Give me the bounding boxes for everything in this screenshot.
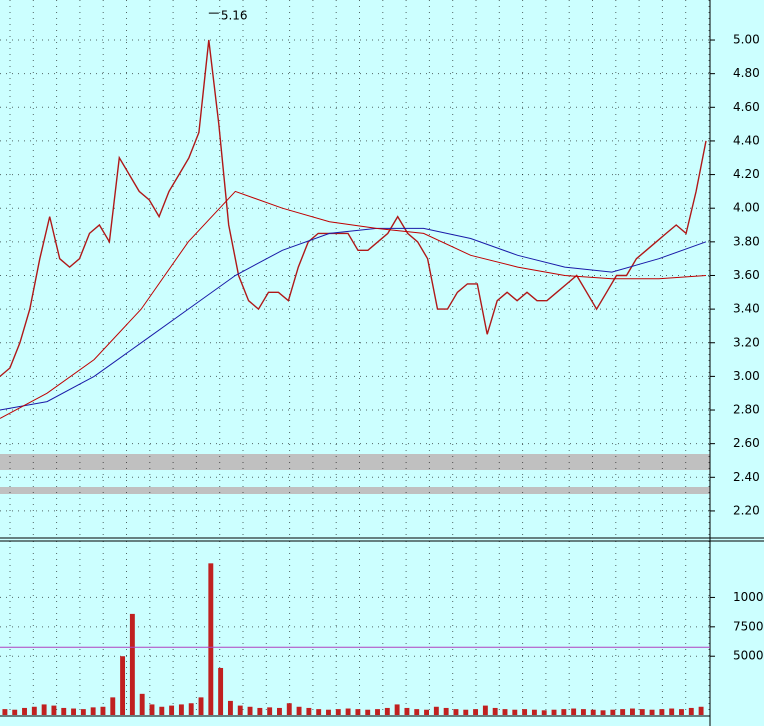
volume-bar	[267, 707, 273, 715]
volume-bar	[571, 708, 577, 715]
y-tick-label: 3.20	[733, 335, 760, 349]
volume-bar	[355, 709, 361, 715]
volume-bar	[237, 705, 243, 715]
volume-bar	[345, 708, 351, 715]
volume-bar	[178, 704, 184, 715]
volume-bar	[12, 709, 18, 715]
y-tick-label: 3.60	[733, 268, 760, 282]
volume-bar	[129, 613, 135, 715]
volume-bar	[296, 706, 302, 715]
volume-bar	[473, 709, 479, 715]
volume-bar	[551, 709, 557, 715]
volume-bar	[80, 709, 86, 715]
volume-bar	[188, 703, 194, 715]
volume-bar	[424, 709, 429, 715]
volume-bar	[286, 703, 292, 715]
volume-bar	[120, 656, 126, 715]
volume-bar	[326, 709, 331, 715]
y-tick-label: 4.40	[733, 133, 760, 147]
volume-bar	[257, 707, 263, 715]
volume-bar	[414, 709, 420, 715]
volume-bar	[384, 707, 390, 715]
volume-bar	[620, 709, 626, 715]
volume-bar	[502, 709, 508, 715]
volume-bar	[649, 709, 655, 715]
band	[0, 487, 710, 494]
volume-bar	[61, 707, 67, 715]
volume-bar	[51, 705, 57, 715]
volume-bar	[639, 709, 645, 715]
y-tick-label: 2.80	[733, 403, 760, 417]
volume-bar	[335, 709, 341, 715]
volume-bar	[2, 709, 8, 715]
y-tick-label: 4.00	[733, 201, 760, 215]
volume-bar	[679, 709, 684, 715]
volume-bar	[247, 706, 253, 715]
band	[0, 454, 710, 470]
volume-bar	[482, 705, 488, 715]
volume-bar	[365, 709, 371, 715]
volume-bar	[531, 709, 537, 715]
volume-bar	[316, 709, 322, 715]
volume-bar	[463, 709, 469, 715]
volume-bar	[561, 709, 567, 715]
volume-bar	[227, 700, 233, 715]
volume-bar	[492, 707, 498, 715]
volume-bar	[433, 706, 439, 715]
volume-bar	[590, 709, 596, 715]
y-tick-label: 3.80	[733, 234, 760, 248]
volume-bar	[669, 708, 675, 715]
volume-bar	[630, 708, 635, 715]
volume-bar	[110, 697, 116, 715]
volume-bar	[443, 707, 449, 715]
volume-bar	[139, 693, 145, 715]
price-line	[0, 39, 707, 377]
annotation: 5.16	[221, 9, 248, 23]
y-tick-label: 7500	[733, 619, 764, 633]
volume-bar	[375, 709, 380, 715]
y-tick-label: 3.40	[733, 302, 760, 316]
y-tick-label: 4.80	[733, 66, 760, 80]
volume-bar	[512, 709, 518, 715]
volume-bar	[71, 708, 76, 715]
y-tick-label: 5000	[733, 649, 764, 663]
y-tick-label: 2.20	[733, 503, 760, 517]
volume-bar	[31, 706, 37, 715]
volume-bar	[404, 707, 410, 715]
y-tick-label: 10000	[733, 590, 764, 604]
y-tick-label: 4.20	[733, 167, 760, 181]
volume-bar	[453, 709, 459, 715]
volume-bar	[277, 707, 282, 715]
y-tick-label: 3.00	[733, 369, 760, 383]
volume-bar	[100, 706, 106, 715]
volume-bar	[90, 707, 96, 715]
volume-bar	[600, 710, 606, 715]
volume-bar	[159, 706, 165, 715]
y-tick-label: 2.40	[733, 470, 760, 484]
volume-bar	[659, 709, 665, 715]
price-line	[0, 190, 707, 419]
y-tick-label: 4.60	[733, 100, 760, 114]
volume-bar	[169, 705, 175, 715]
volume-bar	[394, 704, 400, 715]
volume-bar	[688, 707, 694, 715]
volume-bar	[41, 704, 47, 715]
y-tick-label: 2.60	[733, 436, 760, 450]
volume-bar	[208, 563, 214, 715]
volume-bar	[580, 709, 586, 715]
volume-bar	[22, 707, 27, 715]
volume-bar	[149, 704, 155, 715]
volume-bar	[522, 709, 528, 715]
volume-bar	[541, 710, 547, 715]
volume-bar	[698, 706, 704, 715]
volume-bar	[198, 697, 204, 715]
price-line	[0, 227, 707, 411]
y-tick-label: 5.00	[733, 33, 760, 47]
volume-bar	[306, 707, 312, 715]
volume-bar	[218, 667, 224, 715]
volume-bar	[610, 709, 616, 715]
